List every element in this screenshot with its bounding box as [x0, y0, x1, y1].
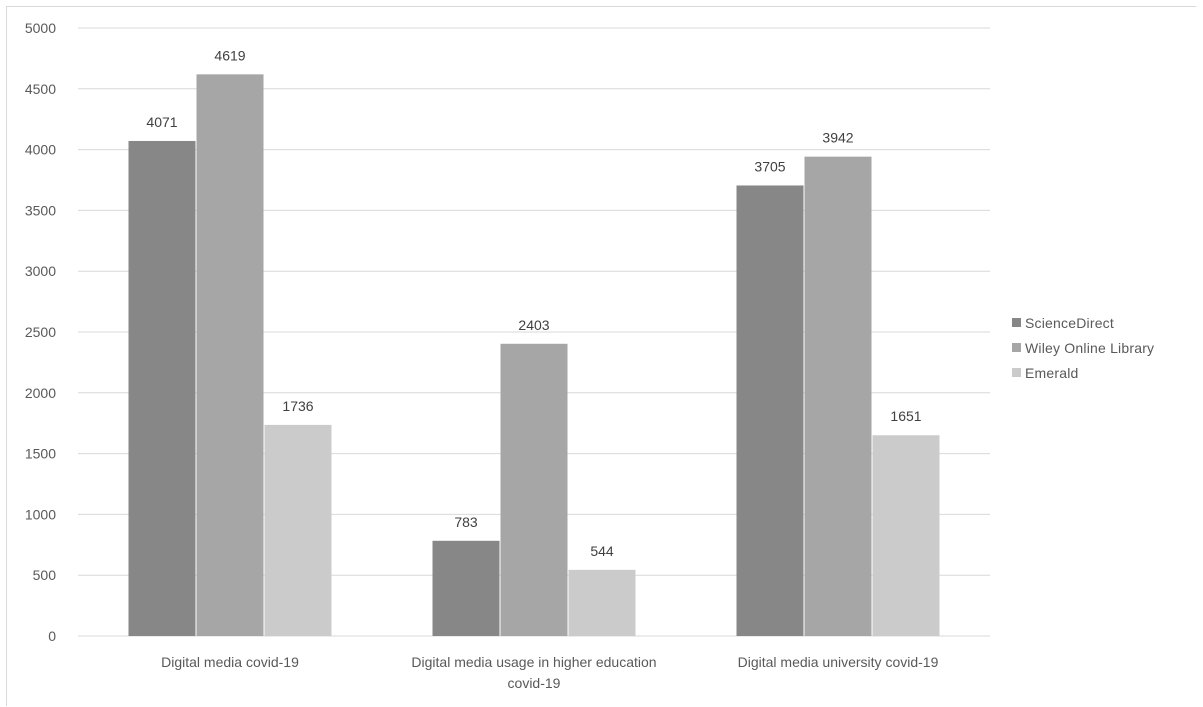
bar-wiley-online-library	[196, 74, 264, 637]
legend-item: ScienceDirect	[1012, 310, 1154, 335]
bar-emerald	[264, 424, 332, 636]
data-label: 544	[590, 543, 614, 559]
data-label: 4071	[146, 114, 177, 130]
chart-frame	[6, 6, 1196, 706]
legend-item: Emerald	[1012, 360, 1154, 385]
legend-label: Wiley Online Library	[1025, 339, 1155, 356]
bar-sciencedirect	[128, 140, 196, 636]
bar-sciencedirect	[736, 185, 804, 637]
legend: ScienceDirect Wiley Online Library Emerald	[1012, 310, 1154, 385]
legend-label: Emerald	[1025, 364, 1079, 381]
y-tick-label: 500	[33, 567, 57, 583]
legend-item: Wiley Online Library	[1012, 335, 1154, 360]
y-tick-label: 4500	[25, 81, 56, 97]
y-tick-label: 1000	[25, 506, 56, 522]
y-tick-label: 4000	[25, 142, 56, 158]
legend-swatch	[1012, 318, 1021, 327]
y-tick-label: 1500	[25, 446, 56, 462]
bars	[128, 74, 940, 637]
bar-wiley-online-library	[500, 343, 568, 636]
legend-swatch	[1012, 368, 1021, 377]
x-axis-ticks: Digital media covid-19 Digital media usag…	[161, 654, 938, 691]
data-label: 3942	[822, 130, 853, 146]
y-tick-label: 5000	[25, 20, 56, 36]
x-tick-label: Digital media university covid-19	[738, 654, 939, 670]
x-tick-label: Digital media covid-19	[161, 654, 299, 670]
y-tick-label: 3000	[25, 263, 56, 279]
bar-wiley-online-library	[804, 156, 872, 636]
y-axis-ticks: 0 500 1000 1500 2000 2500 3000 3500 4000 4500 5000	[25, 20, 56, 644]
bar-sciencedirect	[432, 540, 500, 636]
bar-emerald	[872, 435, 940, 636]
data-label: 2403	[518, 317, 549, 333]
data-labels: 4071 4619 1736 783 2403 544 3705 3942 1651	[146, 47, 921, 559]
y-tick-label: 2000	[25, 385, 56, 401]
data-label: 3705	[754, 158, 785, 174]
bar-emerald	[568, 569, 636, 636]
data-label: 1651	[890, 408, 921, 424]
y-tick-label: 2500	[25, 324, 56, 340]
legend-swatch	[1012, 343, 1021, 352]
data-label: 4619	[214, 47, 245, 63]
data-label: 783	[454, 514, 478, 530]
legend-label: ScienceDirect	[1025, 314, 1114, 331]
y-tick-label: 3500	[25, 202, 56, 218]
data-label: 1736	[282, 398, 313, 414]
y-tick-label: 0	[48, 628, 56, 644]
x-tick-label: Digital media usage in higher education c…	[411, 654, 656, 691]
